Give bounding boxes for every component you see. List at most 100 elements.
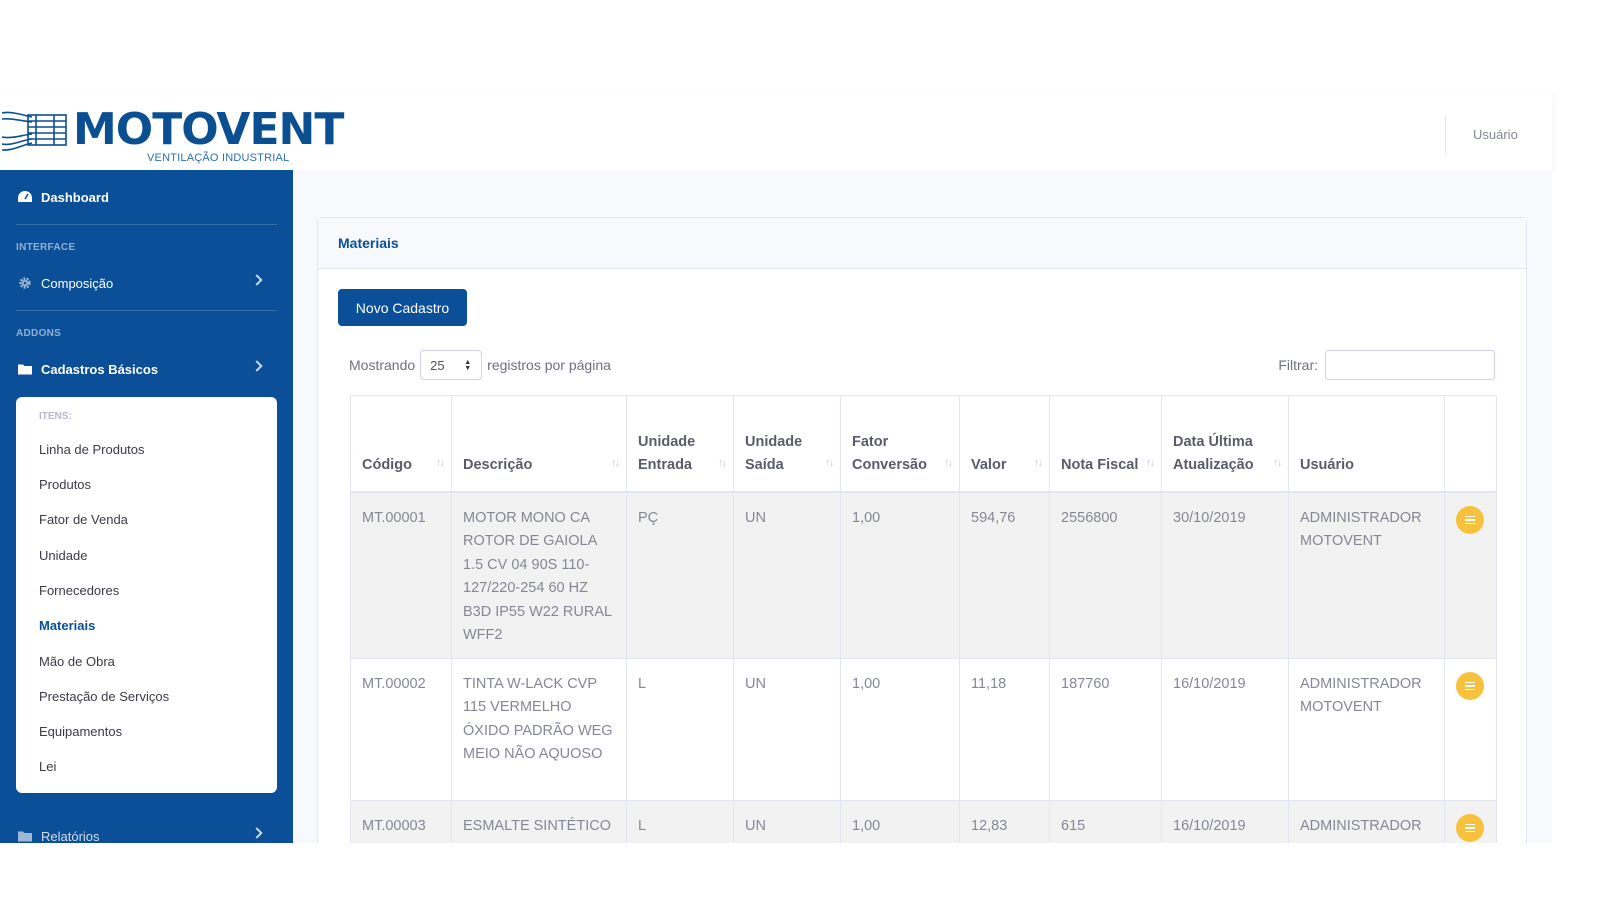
sort-icon: ↑↓: [944, 456, 953, 469]
sidebar-item-composicao[interactable]: Composição: [0, 266, 293, 300]
gear-icon: [19, 277, 31, 289]
cell-actions: [1444, 799, 1497, 843]
cell-data: 16/10/2019: [1161, 799, 1289, 843]
cell-unidade-saida: UN: [733, 491, 841, 659]
cell-unidade-saida: UN: [733, 657, 841, 801]
submenu-item-mao-obra[interactable]: Mão de Obra: [39, 654, 115, 669]
submenu-item-unidade[interactable]: Unidade: [39, 548, 88, 563]
sort-icon: ↑↓: [1273, 456, 1282, 469]
chevron-right-icon: [251, 827, 263, 839]
submenu-item-prestacao-servicos[interactable]: Prestação de Serviços: [39, 689, 170, 704]
sidebar-item-relatorios[interactable]: Relatórios: [0, 819, 293, 843]
card-header: Materiais: [318, 218, 1526, 269]
sidebar-item-label: Cadastros Básicos: [41, 361, 159, 377]
submenu-item-materiais[interactable]: Materiais: [39, 618, 96, 633]
list-icon: [1465, 681, 1475, 690]
cell-actions: [1444, 491, 1497, 659]
filter-label: Filtrar:: [1278, 357, 1318, 373]
cell-descricao: ESMALTE SINTÉTICO CINZA: [451, 799, 627, 843]
sidebar-heading-interface: INTERFACE: [16, 242, 76, 253]
tachometer-icon: [18, 191, 32, 202]
sidebar-item-cadastros[interactable]: Cadastros Básicos: [0, 352, 293, 386]
page-length-control: Mostrando 25 ▲ ▼ registros por página: [349, 350, 611, 380]
column-header-unidade-entrada[interactable]: Unidade Entrada ↑↓: [626, 395, 734, 493]
cell-valor: 11,18: [959, 657, 1050, 801]
sidebar-item-dashboard[interactable]: Dashboard: [0, 180, 293, 214]
row-details-button[interactable]: [1456, 505, 1484, 534]
materiais-card: Materiais Novo Cadastro Mostrando 25 ▲ ▼ …: [317, 217, 1527, 843]
novo-cadastro-button[interactable]: Novo Cadastro: [338, 289, 467, 326]
submenu-item-linha-produtos[interactable]: Linha de Produtos: [39, 442, 145, 457]
table-row: MT.00001 MOTOR MONO CA ROTOR DE GAIOLA 1…: [350, 491, 1497, 659]
table-row: MT.00002 TINTA W-LACK CVP 115 VERMELHO Ó…: [350, 657, 1497, 801]
main-content: Materiais Novo Cadastro Mostrando 25 ▲ ▼ …: [293, 170, 1552, 843]
page-length-select[interactable]: 25 ▲ ▼: [420, 350, 483, 380]
cell-codigo: MT.00002: [350, 657, 452, 801]
column-header-nota-fiscal[interactable]: Nota Fiscal ↑↓: [1049, 395, 1162, 493]
sidebar-heading-addons: ADDONS: [16, 328, 62, 339]
brand-logo[interactable]: MOTOVENT VENTILAÇÃO INDUSTRIAL: [0, 102, 344, 170]
column-header-valor[interactable]: Valor ↑↓: [959, 395, 1050, 493]
cell-unidade-saida: UN: [733, 799, 841, 843]
cell-nota-fiscal: 2556800: [1049, 491, 1162, 659]
sidebar-divider: [16, 224, 277, 225]
list-icon: [1465, 515, 1475, 524]
cell-unidade-entrada: L: [626, 657, 734, 801]
column-header-fator-conversao[interactable]: Fator Conversão ↑↓: [840, 395, 960, 493]
brand-name: MOTOVENT: [73, 104, 344, 155]
table-row: MT.00003 ESMALTE SINTÉTICO CINZA L UN 1,…: [350, 799, 1497, 843]
page-length-value: 25: [430, 357, 445, 373]
cell-unidade-entrada: L: [626, 799, 734, 843]
folder-icon: [18, 831, 32, 842]
topbar-divider: [1445, 116, 1446, 154]
column-header-actions: [1444, 395, 1497, 493]
cell-descricao: TINTA W-LACK CVP 115 VERMELHO ÓXIDO PADR…: [451, 657, 627, 801]
filter-input[interactable]: [1325, 350, 1495, 380]
user-menu[interactable]: Usuário: [1473, 127, 1518, 142]
column-header-codigo[interactable]: Código ↑↓: [350, 395, 452, 493]
sidebar-item-label: Relatórios: [41, 828, 100, 844]
cell-fator-conversao: 1,00: [840, 491, 960, 659]
cell-actions: [1444, 657, 1497, 801]
select-arrows-icon: ▲ ▼: [464, 359, 472, 372]
submenu-item-equipamentos[interactable]: Equipamentos: [39, 724, 123, 739]
cell-usuario: ADMINISTRADOR MOTOVENT: [1288, 657, 1445, 801]
cell-valor: 594,76: [959, 491, 1050, 659]
sidebar-divider: [16, 310, 277, 311]
submenu-item-produtos[interactable]: Produtos: [39, 477, 92, 492]
filter-control: Filtrar:: [1278, 350, 1495, 380]
length-prefix: Mostrando: [349, 357, 416, 373]
cell-nota-fiscal: 615: [1049, 799, 1162, 843]
column-header-data-atualizacao[interactable]: Data Última Atualização ↑↓: [1161, 395, 1289, 493]
cell-data: 16/10/2019: [1161, 657, 1289, 801]
cell-usuario: ADMINISTRADOR MOTOVENT: [1288, 799, 1445, 843]
sort-icon: ↑↓: [718, 456, 727, 469]
column-header-usuario: Usuário: [1288, 395, 1445, 493]
column-header-unidade-saida[interactable]: Unidade Saída ↑↓: [733, 395, 841, 493]
row-details-button[interactable]: [1456, 813, 1484, 842]
chevron-right-icon: [251, 274, 263, 286]
submenu-item-fornecedores[interactable]: Fornecedores: [39, 583, 120, 598]
list-icon: [1465, 823, 1475, 832]
sort-icon: ↑↓: [611, 456, 620, 469]
submenu-cadastros: ITENS: Linha de Produtos Produtos Fator …: [16, 397, 277, 793]
length-suffix: registros por página: [487, 357, 611, 373]
sidebar-item-label: Composição: [41, 275, 114, 291]
sort-icon: ↑↓: [436, 456, 445, 469]
sidebar-item-label: Dashboard: [41, 189, 109, 205]
cell-descricao: MOTOR MONO CA ROTOR DE GAIOLA 1.5 CV 04 …: [451, 491, 627, 659]
fan-logo-icon: [2, 111, 67, 151]
submenu-heading: ITENS:: [39, 411, 72, 422]
submenu-item-lei[interactable]: Lei: [39, 759, 57, 774]
cell-nota-fiscal: 187760: [1049, 657, 1162, 801]
materiais-table: Código ↑↓ Descrição ↑↓ Unidade Entrada ↑↓ U…: [350, 395, 1497, 843]
brand-tagline: VENTILAÇÃO INDUSTRIAL: [147, 152, 290, 164]
cell-usuario: ADMINISTRADOR MOTOVENT: [1288, 491, 1445, 659]
row-details-button[interactable]: [1456, 671, 1484, 700]
cell-unidade-entrada: PÇ: [626, 491, 734, 659]
sort-icon: ↑↓: [1034, 456, 1043, 469]
column-header-descricao[interactable]: Descrição ↑↓: [451, 395, 627, 493]
submenu-item-fator-venda[interactable]: Fator de Venda: [39, 512, 128, 527]
topbar: MOTOVENT VENTILAÇÃO INDUSTRIAL Usuário: [0, 90, 1552, 170]
folder-icon: [18, 364, 32, 375]
